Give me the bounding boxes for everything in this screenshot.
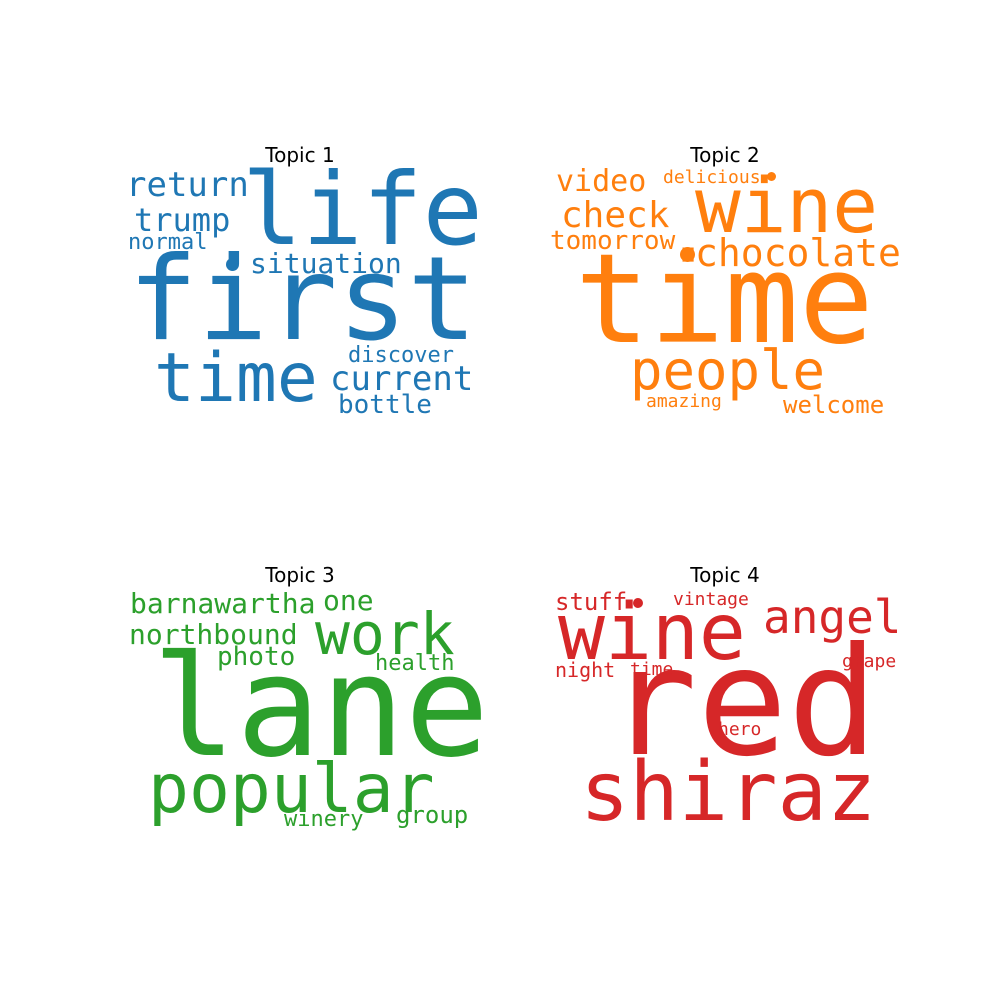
word-grape: grape <box>842 651 897 672</box>
dot-mark <box>633 598 643 608</box>
word-situation: situation <box>250 247 402 280</box>
topic-title: Topic 2 <box>690 143 760 167</box>
word-photo: photo <box>217 642 296 672</box>
word-health: health <box>375 651 455 676</box>
word-vintage: vintage <box>673 589 749 610</box>
word-hero: hero <box>718 719 762 740</box>
dot-mark <box>226 258 239 271</box>
word-cloud-topic-3: Topic 3 lane popular work barnawartha no… <box>120 560 489 850</box>
word-return: return <box>126 165 249 205</box>
word-angel: angel <box>763 590 902 644</box>
word-cloud-topic-2: Topic 2 time wine people chocolate check… <box>545 140 905 430</box>
word-trump: trump <box>134 201 231 239</box>
topic-title: Topic 4 <box>690 563 760 587</box>
word-delicious: delicious <box>663 167 761 188</box>
word-tomorrow: tomorrow <box>550 226 676 256</box>
word-normal: normal <box>128 230 208 255</box>
word-current: current <box>330 359 474 399</box>
topic-title: Topic 1 <box>265 143 335 167</box>
dot-mark <box>767 172 776 181</box>
word-group: group <box>396 801 469 829</box>
word-life: life <box>242 151 483 268</box>
word-amazing: amazing <box>646 391 722 412</box>
topic-title: Topic 3 <box>265 563 335 587</box>
word-winery: winery <box>284 807 364 832</box>
word-first: first <box>128 232 478 367</box>
word-red: red <box>607 616 878 790</box>
word-check: check <box>561 195 670 236</box>
word-cloud-topic-4: Topic 4 red wine shiraz angel stuff vint… <box>545 560 905 850</box>
word-time: time <box>630 659 674 680</box>
word-work: work <box>315 600 455 668</box>
word-time: time <box>154 339 318 418</box>
word-cloud-topic-1: Topic 1 first life time return situation… <box>120 140 483 430</box>
word-welcome: welcome <box>783 391 885 419</box>
word-northbound: northbound <box>129 618 298 651</box>
word-wine: wine <box>558 588 746 678</box>
word-stuff: stuff <box>555 588 628 616</box>
word-chocolate: chocolate <box>695 231 901 275</box>
word-shiraz: shiraz <box>580 745 877 840</box>
word-popular: popular <box>148 750 435 829</box>
word-barnawartha: barnawartha <box>130 587 316 620</box>
word-lane: lane <box>152 626 490 789</box>
word-one: one <box>323 584 374 617</box>
word-discover: discover <box>348 343 454 368</box>
word-video: video <box>556 164 647 199</box>
word-people: people <box>630 339 826 402</box>
word-night: night <box>555 658 616 682</box>
word-wine: wine <box>695 161 879 250</box>
word-time: time <box>575 228 874 372</box>
dot-mark <box>680 247 695 262</box>
word-bottle: bottle <box>338 390 432 420</box>
